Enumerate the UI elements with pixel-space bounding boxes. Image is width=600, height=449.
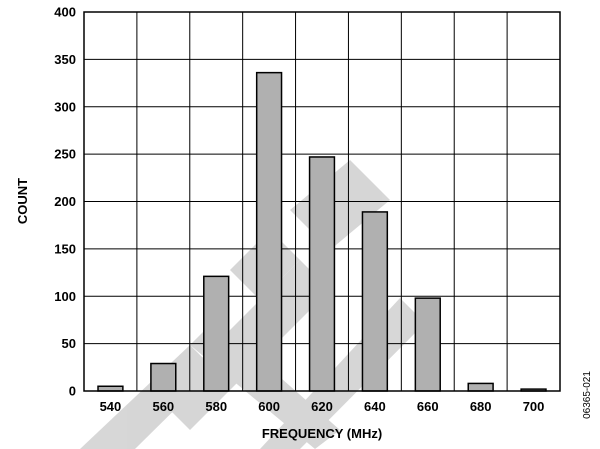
x-tick-label: 700 [523,399,545,414]
x-tick-label: 560 [152,399,174,414]
y-tick-label: 350 [54,52,76,67]
bar-560 [150,362,177,392]
x-tick-label: 620 [311,399,333,414]
grid [84,11,560,392]
x-tick-label: 640 [364,399,386,414]
y-tick-labels: 0 50 100 150 200 250 300 350 400 [54,5,76,399]
x-tick-label: 660 [417,399,439,414]
x-tick-label: 600 [258,399,280,414]
y-tick-label: 50 [62,336,76,351]
bars [97,71,547,392]
y-tick-label: 300 [54,99,76,114]
bar-660 [414,297,441,392]
x-tick-labels: 540 560 580 600 620 640 660 680 700 [100,399,545,414]
y-tick-label: 100 [54,289,76,304]
y-axis-label: COUNT [15,178,30,224]
bar-620 [308,156,336,392]
x-tick-label: 540 [100,399,122,414]
y-tick-label: 400 [54,5,76,20]
y-tick-label: 150 [54,241,76,256]
x-tick-label: 680 [470,399,492,414]
bar-680 [467,382,494,392]
bar-600 [255,71,283,392]
figure-code: 06365-021 [582,371,593,419]
x-tick-label: 580 [205,399,227,414]
y-tick-label: 250 [54,147,76,162]
y-tick-label: 200 [54,194,76,209]
bar-640 [361,211,389,392]
x-axis-label: FREQUENCY (MHz) [262,426,382,441]
y-tick-label: 0 [69,384,76,399]
plot-frame [83,11,561,392]
bar-580 [203,275,230,392]
